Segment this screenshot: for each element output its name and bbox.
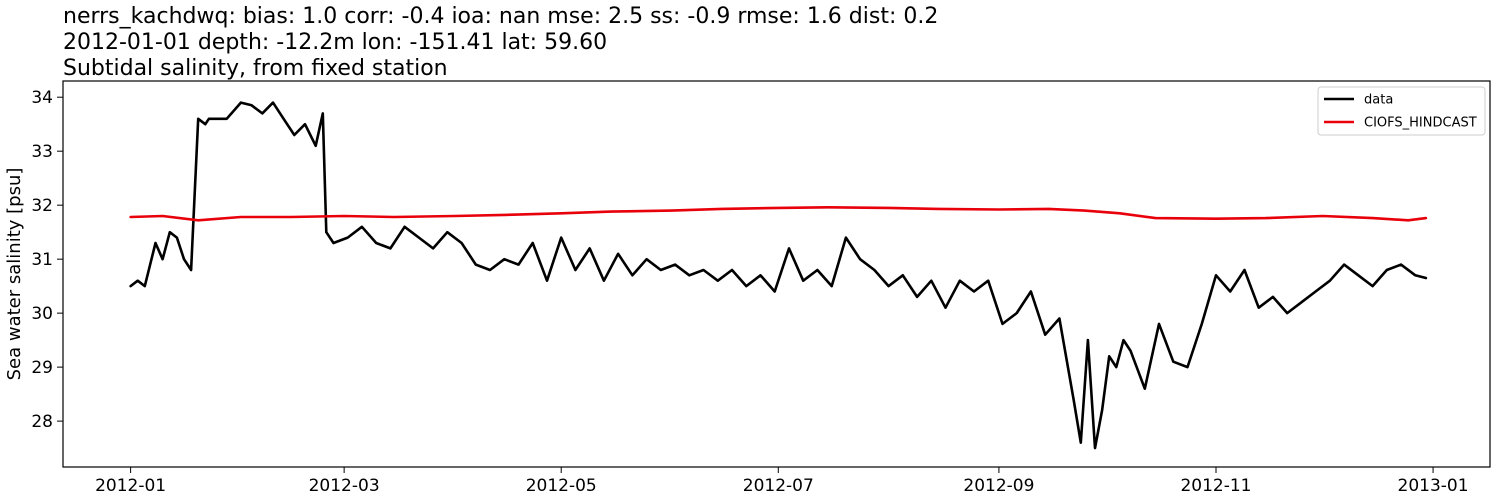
series-line-data xyxy=(129,101,1428,450)
legend-label-data: data xyxy=(1364,93,1393,108)
chart-title-line-1: nerrs_kachdwq: bias: 1.0 corr: -0.4 ioa:… xyxy=(63,4,938,29)
x-tick-label: 2012-11 xyxy=(1180,476,1251,496)
legend-label-ciofs-hindcast: CIOFS_HINDCAST xyxy=(1364,116,1477,131)
legend-frame xyxy=(1317,86,1486,136)
plot-area-frame xyxy=(62,80,1491,468)
x-axis: 2012-01 2012-03 2012-05 2012-07 2012-09 2012-… xyxy=(95,467,1469,496)
x-tick-label: 2012-05 xyxy=(526,476,597,496)
y-tick-label: 29 xyxy=(31,358,53,378)
x-tick-label: 2012-07 xyxy=(743,476,814,496)
series-layer xyxy=(129,101,1428,450)
y-tick-label: 28 xyxy=(31,412,53,432)
x-tick-label: 2012-03 xyxy=(309,476,380,496)
x-tick-label: 2012-01 xyxy=(95,476,166,496)
y-axis: 28 29 30 31 32 33 34 xyxy=(31,88,63,432)
y-tick-label: 33 xyxy=(31,142,53,162)
y-tick-label: 31 xyxy=(31,250,53,270)
y-axis-label: Sea water salinity [psu] xyxy=(4,168,25,381)
y-tick-label: 32 xyxy=(31,196,53,216)
chart-title-line-2: 2012-01-01 depth: -12.2m lon: -151.41 la… xyxy=(63,30,607,55)
chart-title-line-3: Subtidal salinity, from fixed station xyxy=(63,56,448,81)
x-tick-label: 2013-01 xyxy=(1398,476,1469,496)
x-tick-label: 2012-09 xyxy=(963,476,1034,496)
y-tick-label: 30 xyxy=(31,304,53,324)
legend: data CIOFS_HINDCAST xyxy=(1317,86,1486,136)
y-tick-label: 34 xyxy=(31,88,53,108)
series-line-ciofs-hindcast xyxy=(129,206,1428,222)
